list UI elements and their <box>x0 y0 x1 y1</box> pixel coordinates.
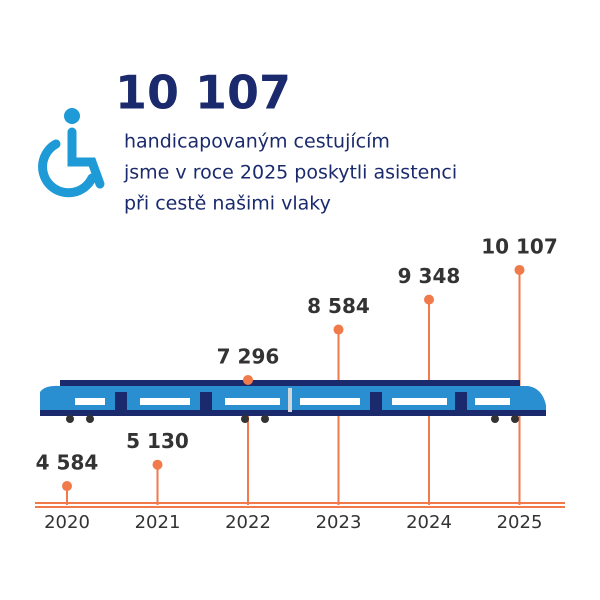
value-label: 10 107 <box>481 234 558 258</box>
dot <box>152 459 163 470</box>
dot <box>333 324 344 335</box>
value-label: 4 584 <box>36 451 99 475</box>
x-tick-label: 2023 <box>316 512 362 533</box>
value-label: 5 130 <box>126 429 189 453</box>
train <box>40 380 546 423</box>
value-label: 7 296 <box>217 344 280 368</box>
x-tick-label: 2021 <box>135 512 181 533</box>
x-tick-label: 2020 <box>44 512 90 533</box>
dot <box>514 264 525 275</box>
subtitle: handicapovaným cestujícím <box>124 131 390 153</box>
value-label: 8 584 <box>307 294 370 318</box>
value-label: 9 348 <box>398 264 461 288</box>
x-tick-label: 2024 <box>406 512 452 533</box>
dot <box>243 374 253 385</box>
subtitle: při cestě našimi vlaky <box>124 193 331 215</box>
x-tick-label: 2025 <box>497 512 543 533</box>
x-tick-label: 2022 <box>225 512 271 533</box>
subtitle: jsme v roce 2025 poskytli asistenci <box>123 162 457 184</box>
dot <box>424 294 434 305</box>
dot <box>62 481 72 492</box>
headline: 10 107 <box>115 66 291 120</box>
wheelchair-icon <box>38 108 105 198</box>
